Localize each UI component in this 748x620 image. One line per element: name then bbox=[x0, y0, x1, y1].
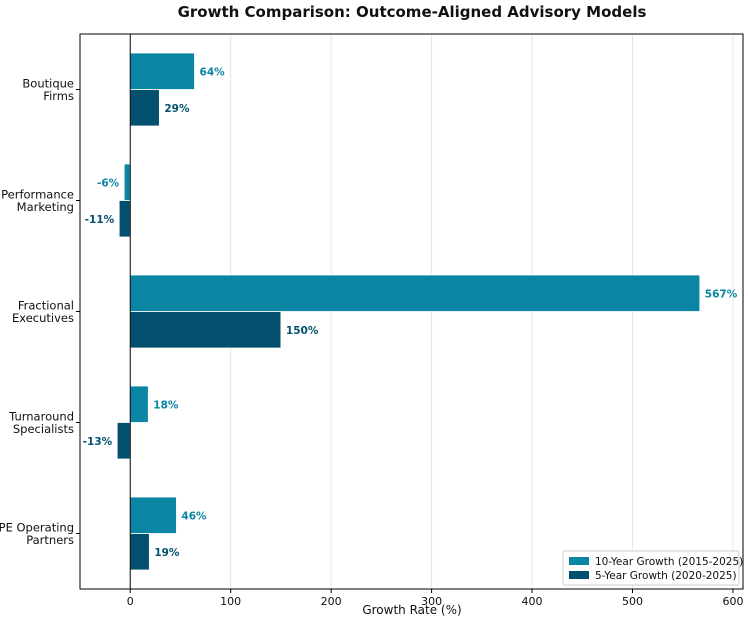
category-label: Specialists bbox=[13, 422, 74, 436]
data-label: 46% bbox=[181, 510, 207, 522]
data-label: 64% bbox=[200, 66, 226, 78]
data-labels: 64% -6% 567% 18% 46% 29% -11% 150% -13% 19% bbox=[83, 66, 738, 559]
bar bbox=[129, 533, 150, 571]
bar bbox=[129, 496, 177, 534]
axis-ticks: 0 100 200 300 400 500 600 bbox=[76, 89, 743, 608]
x-tick-label: 500 bbox=[622, 595, 643, 608]
category-label: Partners bbox=[26, 533, 74, 547]
bar bbox=[129, 52, 195, 90]
x-tick-label: 0 bbox=[127, 595, 134, 608]
bar bbox=[129, 385, 149, 423]
category-label: Boutique bbox=[22, 76, 74, 90]
bar bbox=[129, 89, 160, 127]
category-label: Fractional bbox=[18, 298, 74, 312]
data-label: 18% bbox=[153, 399, 179, 411]
x-axis-label: Growth Rate (%) bbox=[362, 603, 461, 617]
data-label: 150% bbox=[286, 325, 319, 337]
category-label: PE Operating bbox=[0, 520, 74, 534]
legend-entry: 10-Year Growth (2015-2025) bbox=[595, 556, 743, 568]
bar bbox=[116, 422, 131, 460]
x-tick-label: 300 bbox=[421, 595, 442, 608]
legend-box bbox=[562, 550, 740, 586]
chart-title: Growth Comparison: Outcome-Aligned Advis… bbox=[178, 3, 647, 21]
legend-swatch bbox=[569, 557, 589, 565]
data-label: -13% bbox=[83, 436, 113, 448]
data-label: -6% bbox=[97, 177, 120, 189]
x-tick-label: 600 bbox=[722, 595, 743, 608]
category-label: Turnaround bbox=[8, 409, 74, 423]
category-label: Firms bbox=[43, 89, 74, 103]
data-label: 19% bbox=[154, 547, 180, 559]
bar bbox=[118, 200, 131, 238]
x-tick-label: 100 bbox=[220, 595, 241, 608]
data-label: 29% bbox=[164, 103, 190, 115]
data-label: 567% bbox=[705, 288, 738, 300]
category-label: Performance bbox=[1, 187, 74, 201]
category-label: Marketing bbox=[17, 200, 74, 214]
category-label: Executives bbox=[12, 311, 74, 325]
x-tick-label: 200 bbox=[321, 595, 342, 608]
legend-swatch bbox=[569, 571, 589, 579]
x-tick-label: 400 bbox=[522, 595, 543, 608]
legend: 10-Year Growth (2015-2025) 5-Year Growth … bbox=[562, 550, 743, 586]
bar bbox=[123, 163, 131, 201]
legend-entry: 5-Year Growth (2020-2025) bbox=[595, 570, 737, 582]
bar bbox=[129, 274, 701, 312]
data-label: -11% bbox=[85, 214, 115, 226]
bar bbox=[129, 311, 282, 349]
bars bbox=[116, 52, 701, 571]
